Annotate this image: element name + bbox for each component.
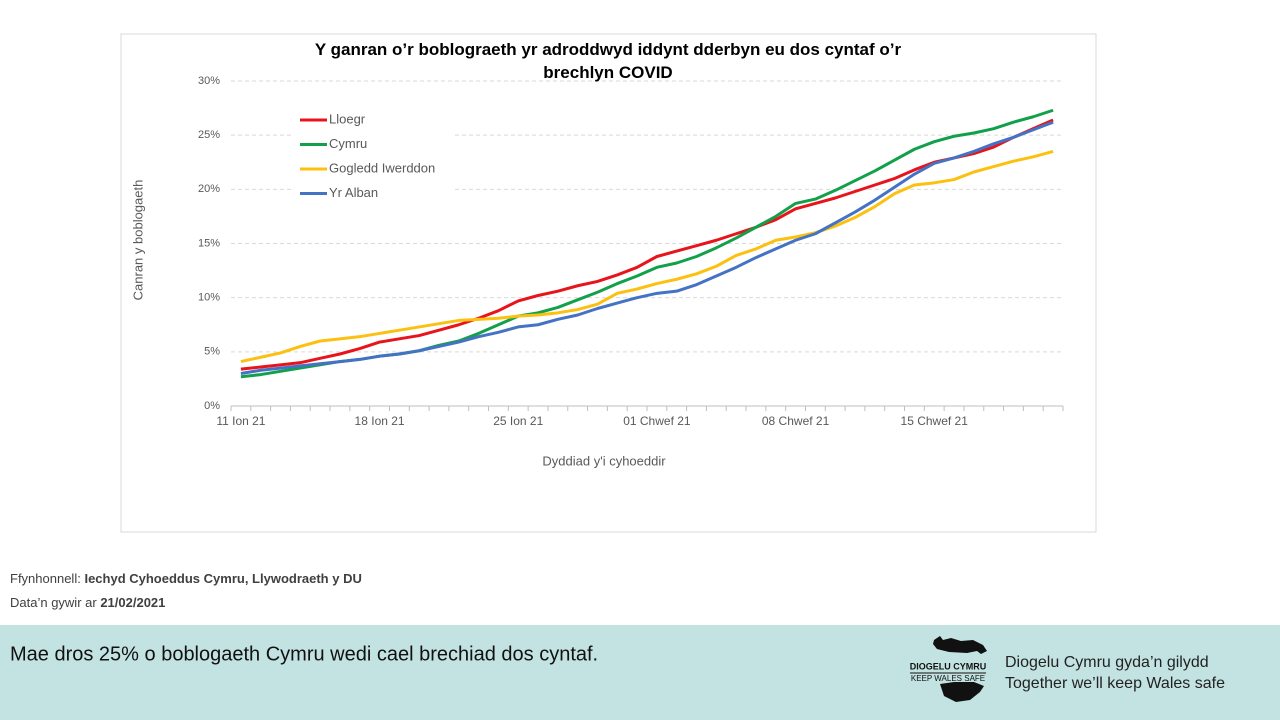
y-tick-label: 30% <box>198 75 220 87</box>
y-tick-label: 15% <box>198 237 220 249</box>
source: Ffynhonnell: Iechyd Cyhoeddus Cymru, Lly… <box>10 571 362 586</box>
legend-label: Yr Alban <box>329 185 378 200</box>
x-tick-label: 08 Chwef 21 <box>762 414 830 428</box>
logo-text: KEEP WALES SAFE <box>911 674 985 683</box>
footer-band <box>0 625 1280 720</box>
logo-dragon-lower <box>940 682 984 702</box>
chart-title: Y ganran o’r boblograeth yr adroddwyd id… <box>314 40 902 82</box>
y-axis-title: Canran y boblogaeth <box>130 180 145 301</box>
date-value: 21/02/2021 <box>100 595 166 610</box>
date-label: Data’n gywir ar <box>10 595 97 610</box>
x-tick-label: 15 Chwef 21 <box>901 414 969 428</box>
y-tick-label: 25% <box>198 129 220 141</box>
series-line <box>240 120 1054 375</box>
footer-message: Mae dros 25% o boblogaeth Cymru wedi cae… <box>10 643 598 665</box>
series-line <box>240 118 1054 371</box>
series-line <box>240 149 1054 364</box>
y-tick-label: 5% <box>204 346 220 358</box>
x-tick-label: 18 Ion 21 <box>355 414 405 428</box>
legend-label: Gogledd Iwerddon <box>329 160 435 175</box>
legend-label: Cymru <box>329 136 367 151</box>
y-tick-label: 20% <box>198 183 220 195</box>
slogan: Together we’ll keep Wales safe <box>1005 675 1225 692</box>
source-value: Iechyd Cyhoeddus Cymru, Llywodraeth y DU <box>84 571 362 586</box>
legend-box <box>292 106 452 206</box>
legend-label: Lloegr <box>329 111 366 126</box>
y-tick-label: 10% <box>198 292 220 304</box>
x-axis-title: Dyddiad y'i cyhoeddir <box>542 453 666 468</box>
x-tick-label: 01 Chwef 21 <box>623 414 691 428</box>
x-tick-label: 25 Ion 21 <box>493 414 543 428</box>
source-label: Ffynhonnell: <box>10 571 81 586</box>
slogan: Diogelu Cymru gyda’n gilydd <box>1005 654 1209 671</box>
chart-frame <box>120 33 1097 533</box>
x-tick-label: 11 Ion 21 <box>216 414 265 428</box>
logo-text: DIOGELU CYMRU <box>910 661 987 671</box>
logo-dragon <box>933 636 987 654</box>
y-tick-label: 0% <box>204 400 220 412</box>
date: Data’n gywir ar 21/02/2021 <box>10 595 165 610</box>
